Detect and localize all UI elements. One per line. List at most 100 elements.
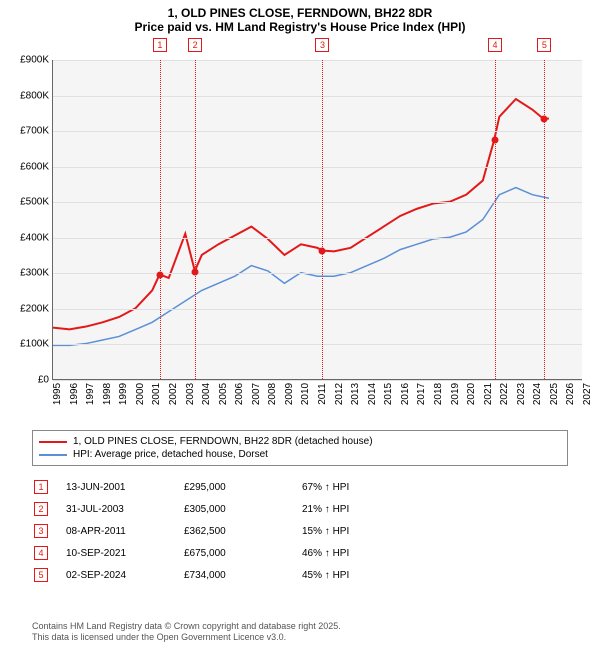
sale-date: 31-JUL-2003	[66, 504, 166, 515]
sale-marker-box: 3	[315, 38, 329, 52]
sale-point	[492, 137, 499, 144]
x-tick-label: 2000	[135, 383, 146, 405]
legend-and-table: 1, OLD PINES CLOSE, FERNDOWN, BH22 8DR (…	[32, 430, 568, 586]
x-tick-label: 2019	[450, 383, 461, 405]
x-tick-label: 2006	[234, 383, 245, 405]
title-line-1: 1, OLD PINES CLOSE, FERNDOWN, BH22 8DR	[10, 6, 590, 20]
sale-price: £362,500	[184, 526, 284, 537]
gridline	[53, 380, 582, 381]
y-tick-label: £700K	[20, 126, 49, 137]
sale-row-marker: 2	[34, 502, 48, 516]
x-tick-label: 1997	[85, 383, 96, 405]
sale-date: 10-SEP-2021	[66, 548, 166, 559]
x-tick-label: 2025	[549, 383, 560, 405]
sale-diff: 67% ↑ HPI	[302, 482, 402, 493]
x-tick-label: 2007	[251, 383, 262, 405]
y-tick-label: £400K	[20, 232, 49, 243]
x-tick-label: 1998	[102, 383, 113, 405]
sale-guideline	[322, 60, 323, 379]
x-tick-label: 2005	[218, 383, 229, 405]
gridline	[53, 167, 582, 168]
sales-table: 113-JUN-2001£295,00067% ↑ HPI231-JUL-200…	[32, 476, 568, 586]
legend-item: HPI: Average price, detached house, Dors…	[39, 448, 561, 461]
x-tick-label: 2014	[367, 383, 378, 405]
legend-label: 1, OLD PINES CLOSE, FERNDOWN, BH22 8DR (…	[73, 436, 373, 447]
sale-date: 02-SEP-2024	[66, 570, 166, 581]
x-tick-label: 1996	[69, 383, 80, 405]
gridline	[53, 273, 582, 274]
x-tick-label: 2024	[532, 383, 543, 405]
y-tick-label: £100K	[20, 339, 49, 350]
x-tick-label: 2004	[201, 383, 212, 405]
footnote-line-1: Contains HM Land Registry data © Crown c…	[32, 621, 341, 633]
sale-price: £305,000	[184, 504, 284, 515]
sale-marker-box: 1	[153, 38, 167, 52]
x-axis-labels: 1995199619971998199920002001200220032004…	[52, 382, 582, 412]
sale-point	[192, 268, 199, 275]
gridline	[53, 96, 582, 97]
y-tick-label: £500K	[20, 197, 49, 208]
gridline	[53, 344, 582, 345]
sale-row-marker: 3	[34, 524, 48, 538]
x-tick-label: 2027	[582, 383, 593, 405]
x-tick-label: 2026	[565, 383, 576, 405]
x-tick-label: 2012	[334, 383, 345, 405]
x-tick-label: 1995	[52, 383, 63, 405]
sale-price: £734,000	[184, 570, 284, 581]
x-tick-label: 2010	[300, 383, 311, 405]
x-tick-label: 2018	[433, 383, 444, 405]
y-tick-label: £300K	[20, 268, 49, 279]
x-tick-label: 2015	[383, 383, 394, 405]
sale-row-marker: 1	[34, 480, 48, 494]
chart-title: 1, OLD PINES CLOSE, FERNDOWN, BH22 8DR P…	[0, 0, 600, 38]
title-line-2: Price paid vs. HM Land Registry's House …	[10, 20, 590, 34]
x-tick-label: 2009	[284, 383, 295, 405]
x-tick-label: 2003	[185, 383, 196, 405]
series-line	[53, 188, 549, 346]
x-tick-label: 2016	[400, 383, 411, 405]
x-tick-label: 1999	[118, 383, 129, 405]
x-tick-label: 2022	[499, 383, 510, 405]
x-tick-label: 2020	[466, 383, 477, 405]
footnote-line-2: This data is licensed under the Open Gov…	[32, 632, 341, 644]
sale-point	[156, 272, 163, 279]
x-tick-label: 2017	[416, 383, 427, 405]
legend-label: HPI: Average price, detached house, Dors…	[73, 449, 268, 460]
y-tick-label: £600K	[20, 161, 49, 172]
gridline	[53, 309, 582, 310]
sale-marker-box: 4	[488, 38, 502, 52]
x-tick-label: 2021	[483, 383, 494, 405]
sale-guideline	[160, 60, 161, 379]
sale-marker-box: 5	[537, 38, 551, 52]
sale-guideline	[544, 60, 545, 379]
sale-price: £675,000	[184, 548, 284, 559]
y-tick-label: £900K	[20, 55, 49, 66]
sale-row: 410-SEP-2021£675,00046% ↑ HPI	[32, 542, 568, 564]
y-tick-label: £0	[38, 375, 49, 386]
legend-swatch	[39, 454, 67, 456]
sale-row: 308-APR-2011£362,50015% ↑ HPI	[32, 520, 568, 542]
legend-swatch	[39, 441, 67, 443]
sale-row: 2 31-JUL-2003 £305,000 21% ↑ HPI	[32, 498, 568, 520]
x-tick-label: 2011	[317, 383, 328, 405]
plot-area: £0£100K£200K£300K£400K£500K£600K£700K£80…	[52, 60, 582, 380]
sale-row-marker: 5	[34, 568, 48, 582]
sale-diff: 21% ↑ HPI	[302, 504, 402, 515]
chart: £0£100K£200K£300K£400K£500K£600K£700K£80…	[12, 50, 588, 420]
sale-diff: 45% ↑ HPI	[302, 570, 402, 581]
sale-point	[541, 116, 548, 123]
sale-date: 13-JUN-2001	[66, 482, 166, 493]
sale-date: 08-APR-2011	[66, 526, 166, 537]
sale-row: 5 02-SEP-2024 £734,000 45% ↑ HPI	[32, 564, 568, 586]
legend-item: 1, OLD PINES CLOSE, FERNDOWN, BH22 8DR (…	[39, 435, 561, 448]
x-tick-label: 2002	[168, 383, 179, 405]
footnote: Contains HM Land Registry data © Crown c…	[32, 621, 341, 644]
gridline	[53, 131, 582, 132]
sale-marker-box: 2	[188, 38, 202, 52]
x-tick-label: 2023	[516, 383, 527, 405]
sale-diff: 46% ↑ HPI	[302, 548, 402, 559]
series-line	[53, 99, 549, 329]
x-tick-label: 2008	[267, 383, 278, 405]
gridline	[53, 60, 582, 61]
chart-svg	[53, 60, 582, 379]
